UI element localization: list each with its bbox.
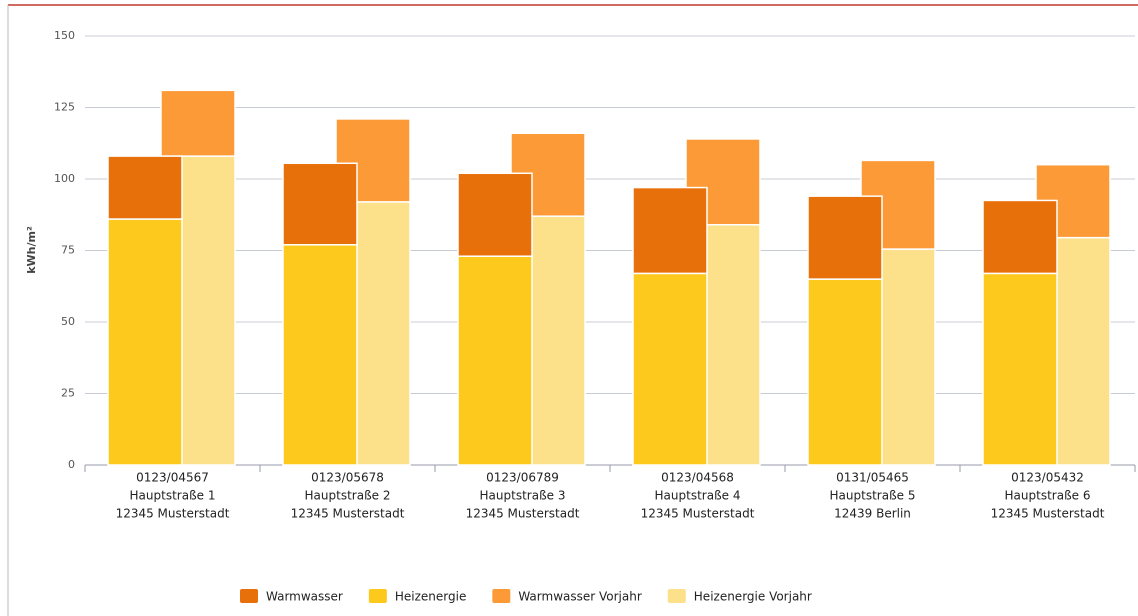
y-tick-label: 0 <box>68 458 75 471</box>
y-tick-label: 150 <box>54 29 75 42</box>
y-tick-label: 50 <box>61 315 75 328</box>
x-tick-label: 12345 Musterstadt <box>466 507 580 521</box>
x-tick-label: 12345 Musterstadt <box>641 507 755 521</box>
legend-swatch <box>240 589 258 603</box>
bar <box>107 155 183 220</box>
y-axis-label: kWh/m² <box>25 226 38 274</box>
legend-label: Warmwasser <box>266 590 343 604</box>
bar <box>632 186 708 275</box>
legend-swatch <box>492 589 511 603</box>
bar <box>982 272 1058 466</box>
bar <box>982 199 1058 275</box>
x-tick-label: Hauptstraße 6 <box>1005 489 1091 503</box>
x-tick-label: 0123/05432 <box>1011 471 1084 485</box>
x-tick-label: Hauptstraße 5 <box>830 489 916 503</box>
x-tick-label: 12345 Musterstadt <box>291 507 405 521</box>
x-tick-label: 12345 Musterstadt <box>116 507 230 521</box>
x-tick-label: 0131/05465 <box>836 471 909 485</box>
bar <box>107 218 183 466</box>
bar <box>282 162 358 246</box>
x-tick-label: 0123/04567 <box>136 471 209 485</box>
legend-label: Heizenergie <box>395 590 466 604</box>
legend-label: Warmwasser Vorjahr <box>518 590 642 604</box>
x-tick-label: 12439 Berlin <box>834 507 911 521</box>
x-tick-label: 0123/04568 <box>661 471 734 485</box>
legend-swatch <box>368 589 387 603</box>
x-tick-label: 0123/06789 <box>486 471 559 485</box>
bar <box>282 244 358 466</box>
legend-swatch <box>667 589 686 603</box>
y-tick-label: 125 <box>54 101 75 114</box>
bar <box>807 278 883 466</box>
bar <box>160 89 236 157</box>
y-tick-label: 75 <box>61 244 75 257</box>
x-tick-label: Hauptstraße 4 <box>655 489 741 503</box>
legend-label: Heizenergie Vorjahr <box>694 590 812 604</box>
x-tick-label: 12345 Musterstadt <box>991 507 1105 521</box>
bar <box>807 195 883 280</box>
x-tick-label: Hauptstraße 3 <box>480 489 566 503</box>
y-tick-label: 100 <box>54 172 75 185</box>
bar <box>632 272 708 466</box>
x-tick-label: Hauptstraße 1 <box>130 489 216 503</box>
bar <box>457 172 533 257</box>
x-tick-label: Hauptstraße 2 <box>305 489 391 503</box>
y-tick-label: 25 <box>61 387 75 400</box>
x-tick-label: 0123/05678 <box>311 471 384 485</box>
bar <box>457 255 533 466</box>
